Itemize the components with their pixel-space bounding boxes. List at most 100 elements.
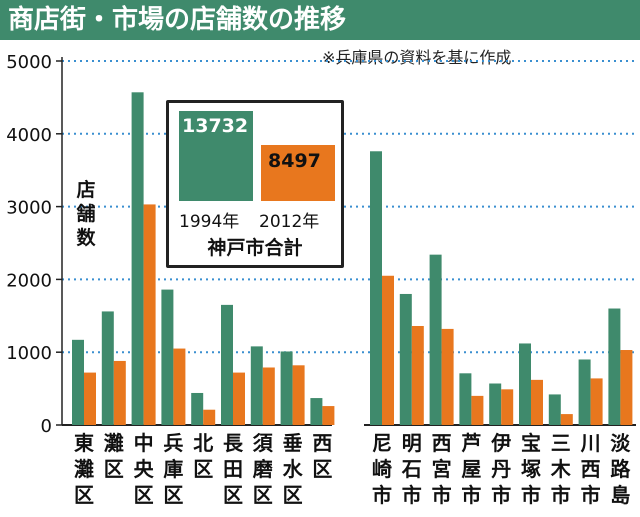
bar: [519, 343, 531, 425]
bar: [191, 392, 204, 425]
y-tick-label: 3000: [6, 198, 52, 219]
x-tick-label: 区: [74, 483, 94, 507]
bar: [143, 204, 156, 425]
bar: [590, 378, 603, 425]
bar: [531, 379, 543, 425]
x-tick-label: 磨: [253, 457, 273, 481]
x-tick-label: 市: [551, 483, 571, 507]
x-tick-label: 中: [134, 431, 154, 455]
bar: [608, 308, 621, 425]
bar: [471, 395, 484, 425]
x-tick-label: 淡: [610, 431, 631, 455]
inset-value-1994: 13732: [182, 115, 249, 137]
bar: [292, 365, 305, 425]
x-tick-label: 市: [372, 483, 392, 507]
bar: [131, 92, 144, 425]
inset-bar-1994: [179, 111, 253, 201]
y-tick-label: 0: [41, 416, 52, 437]
x-tick-label: 島: [610, 483, 630, 507]
x-tick-label: 路: [610, 457, 631, 481]
x-tick-label: 西: [312, 431, 332, 455]
x-tick-label: 須: [253, 431, 274, 455]
x-tick-label: 石: [401, 457, 422, 481]
inset-year-2012: 2012年: [259, 212, 320, 232]
x-tick-label: 区: [104, 457, 124, 481]
x-tick-label: 屋: [461, 457, 481, 481]
bar: [173, 348, 186, 425]
bar: [429, 254, 442, 425]
x-tick-label: 丹: [491, 457, 511, 481]
bar: [203, 409, 216, 425]
x-tick-label: 明: [402, 431, 422, 455]
bar: [441, 328, 454, 425]
y-tick-label: 5000: [6, 52, 52, 73]
x-tick-label: 区: [163, 483, 183, 507]
x-tick-label: 伊: [490, 431, 511, 455]
bar: [459, 373, 472, 425]
x-tick-label: 市: [402, 483, 422, 507]
x-tick-label: 田: [223, 457, 243, 481]
x-tick-label: 崎: [372, 457, 392, 481]
x-tick-label: 尼: [372, 431, 392, 455]
x-tick-label: 区: [283, 483, 303, 507]
x-tick-label: 西: [432, 431, 452, 455]
x-tick-label: 川: [580, 431, 601, 455]
bar: [411, 325, 424, 425]
bar: [101, 311, 114, 425]
bar: [548, 394, 561, 425]
bar: [250, 346, 263, 425]
bar: [310, 398, 323, 425]
x-tick-label: 市: [581, 483, 601, 507]
bar: [620, 350, 633, 425]
bar: [322, 406, 335, 425]
x-tick-label: 庫: [163, 457, 183, 481]
bar: [233, 372, 245, 425]
bar: [578, 359, 591, 425]
bar: [560, 414, 573, 425]
x-tick-label: 芦: [461, 431, 481, 455]
x-tick-label: 市: [521, 483, 541, 507]
bar: [221, 304, 233, 425]
inset-year-1994: 1994年: [179, 212, 240, 232]
x-tick-label: 市: [432, 483, 452, 507]
x-tick-label: 東: [74, 431, 94, 455]
y-tick-label: 2000: [6, 270, 52, 291]
y-axis-label-char: 舗: [76, 203, 96, 225]
x-tick-label: 灘: [104, 431, 124, 455]
x-tick-label: 区: [312, 457, 332, 481]
y-axis-label: 店 舗 数: [74, 178, 98, 250]
x-tick-label: 木: [550, 457, 572, 481]
x-tick-label: 区: [253, 483, 273, 507]
x-tick-label: 区: [193, 457, 213, 481]
x-tick-label: 塚: [521, 457, 541, 481]
x-tick-label: 北: [193, 431, 213, 455]
x-tick-label: 兵: [163, 431, 183, 455]
bar: [399, 293, 412, 425]
x-tick-label: 央: [134, 457, 155, 481]
inset-value-2012: 8497: [268, 150, 321, 172]
inset-bar-2012: [261, 145, 335, 201]
y-tick-label: 1000: [6, 343, 52, 364]
x-tick-label: 市: [461, 483, 481, 507]
x-tick-label: 西: [581, 457, 601, 481]
x-tick-label: 灘: [74, 457, 94, 481]
inset-total-label: 神戸市合計: [207, 237, 303, 259]
bar: [501, 389, 514, 425]
bar: [280, 351, 293, 425]
x-tick-label: 垂: [283, 431, 303, 455]
x-tick-label: 三: [551, 431, 571, 455]
x-tick-label: 区: [134, 483, 154, 507]
bar: [382, 275, 394, 425]
bar: [72, 339, 84, 425]
bar: [161, 289, 174, 425]
x-tick-label: 宮: [432, 457, 452, 481]
y-axis-label-char: 数: [76, 227, 96, 249]
bar: [370, 151, 382, 425]
bar: [113, 360, 126, 425]
x-tick-label: 区: [223, 483, 243, 507]
x-tick-label: 長: [223, 431, 244, 455]
y-axis-label-char: 店: [76, 179, 96, 201]
y-tick-label: 4000: [6, 125, 52, 146]
x-tick-label: 市: [491, 483, 511, 507]
